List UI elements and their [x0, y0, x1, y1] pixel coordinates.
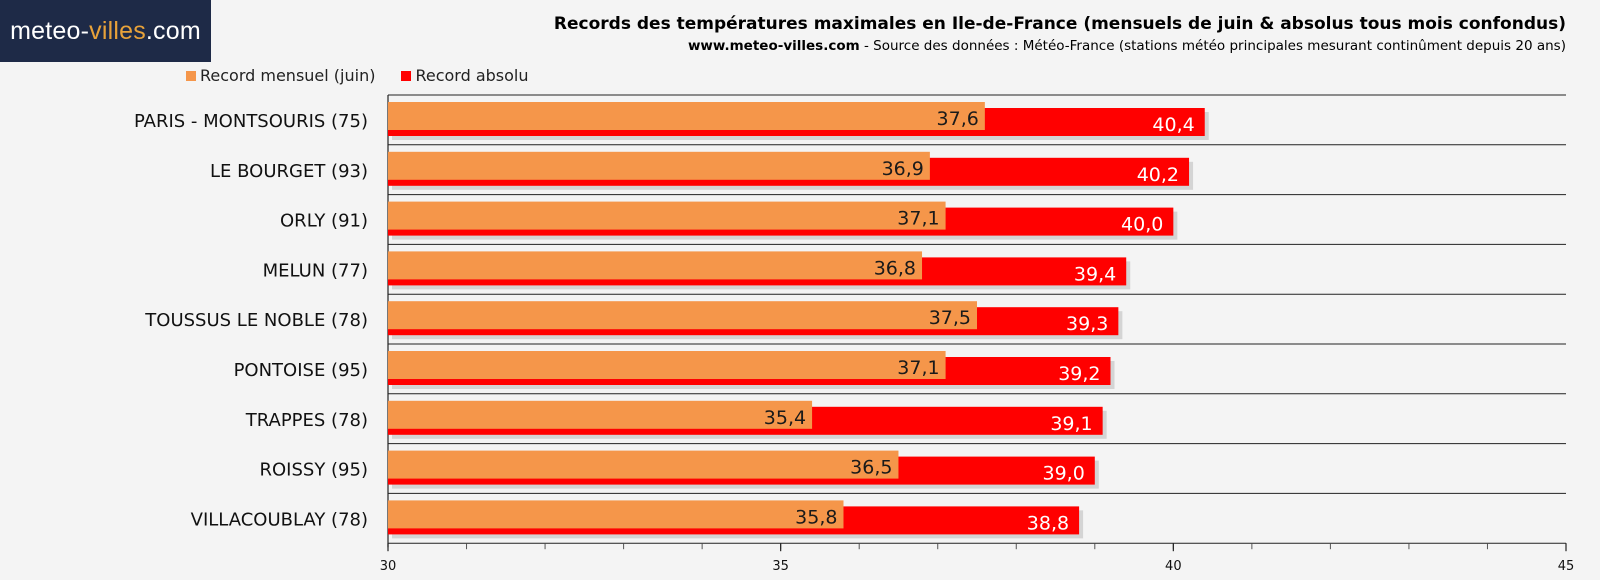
- bar-record-mensuel: [388, 151, 930, 180]
- bar-label-record-mensuel: 36,8: [874, 257, 916, 279]
- legend-item-monthly: Record mensuel (juin): [186, 66, 375, 85]
- site-logo[interactable]: meteo-villes .com: [0, 0, 211, 62]
- chart-title: Records des températures maximales en Il…: [553, 14, 1566, 34]
- legend-label-monthly: Record mensuel (juin): [200, 66, 376, 85]
- bar-label-record-mensuel: 37,5: [929, 307, 971, 329]
- logo-accent: villes: [89, 16, 146, 45]
- bar-record-mensuel: [388, 102, 985, 130]
- bar-label-record-mensuel: 37,1: [897, 208, 939, 230]
- bar-label-record-mensuel: 35,8: [795, 506, 837, 528]
- category-label: LE BOURGET (93): [210, 161, 368, 182]
- legend-item-absolute: Record absolu: [401, 66, 529, 85]
- bar-record-mensuel: [388, 201, 946, 230]
- bar-label-record-mensuel: 36,9: [882, 158, 924, 180]
- category-label: PARIS - MONTSOURIS (75): [134, 111, 368, 132]
- category-label: ORLY (91): [280, 211, 368, 232]
- category-label: VILLACOUBLAY (78): [191, 509, 368, 530]
- bar-record-mensuel: [388, 500, 844, 529]
- bar-record-mensuel: [388, 251, 923, 280]
- bar-label-record-absolu: 39,2: [1058, 363, 1100, 385]
- bar-label-record-absolu: 39,1: [1050, 413, 1092, 435]
- category-label: PONTOISE (95): [234, 360, 368, 381]
- bar-label-record-mensuel: 36,5: [850, 457, 892, 479]
- bar-label-record-absolu: 39,4: [1074, 263, 1116, 285]
- legend-label-absolute: Record absolu: [415, 66, 529, 85]
- bar-label-record-mensuel: 37,6: [937, 108, 979, 130]
- bar-record-mensuel: [388, 301, 977, 330]
- subtitle-source: - Source des données : Météo-France (sta…: [859, 38, 1566, 54]
- subtitle-site-link[interactable]: www.meteo-villes.com: [687, 38, 860, 54]
- chart-subtitle: www.meteo-villes.com - Source des donnée…: [688, 38, 1566, 54]
- logo-prefix: meteo-: [10, 16, 90, 45]
- category-label: ROISSY (95): [259, 460, 368, 481]
- x-tick-label: 35: [772, 559, 789, 574]
- bar-label-record-absolu: 40,0: [1121, 214, 1163, 236]
- chart-legend: Record mensuel (juin) Record absolu: [186, 66, 529, 85]
- bar-label-record-absolu: 39,3: [1066, 313, 1108, 335]
- logo-suffix: .com: [145, 16, 201, 45]
- legend-swatch-absolute: [401, 70, 412, 81]
- bar-label-record-mensuel: 35,4: [764, 407, 806, 429]
- bar-label-record-absolu: 39,0: [1042, 463, 1084, 485]
- bar-label-record-absolu: 40,4: [1152, 114, 1194, 136]
- x-tick-label: 30: [380, 559, 397, 574]
- bar-label-record-mensuel: 37,1: [897, 357, 939, 379]
- bar-record-mensuel: [388, 400, 813, 429]
- x-tick-label: 45: [1558, 559, 1575, 574]
- category-label: MELUN (77): [263, 260, 368, 281]
- category-label: TOUSSUS LE NOBLE (78): [144, 310, 368, 331]
- bar-label-record-absolu: 40,2: [1137, 164, 1179, 186]
- legend-swatch-monthly: [186, 70, 196, 81]
- bar-label-record-absolu: 38,8: [1027, 512, 1069, 534]
- bar-record-mensuel: [388, 450, 899, 479]
- x-tick-label: 40: [1165, 559, 1182, 574]
- category-label: TRAPPES (78): [245, 410, 368, 431]
- bar-record-mensuel: [388, 351, 946, 379]
